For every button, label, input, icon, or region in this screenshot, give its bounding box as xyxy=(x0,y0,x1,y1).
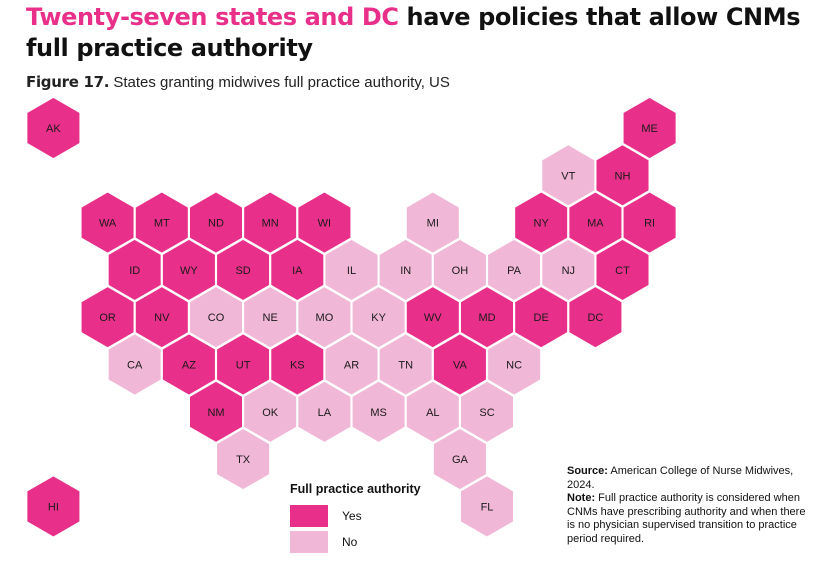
hex-tile-fl xyxy=(458,474,516,539)
hex-mt: MT xyxy=(133,190,190,255)
hex-tile-tx xyxy=(215,426,272,492)
hex-label-la: LA xyxy=(318,407,332,419)
hex-label-tn: TN xyxy=(398,360,413,372)
hex-label-wa: WA xyxy=(99,218,117,230)
hex-label-al: AL xyxy=(426,407,439,419)
hex-label-ks: KS xyxy=(290,360,305,372)
legend-swatch-yes xyxy=(290,505,328,527)
hex-label-wv: WV xyxy=(424,312,442,324)
hex-label-dc: DC xyxy=(587,312,603,324)
hex-label-mt: MT xyxy=(154,218,170,230)
source-note: Source: American College of Nurse Midwiv… xyxy=(567,465,807,546)
hex-label-nh: NH xyxy=(615,170,631,182)
hex-label-ok: OK xyxy=(262,407,279,419)
title-highlight: Twenty-seven states and DC xyxy=(26,3,399,31)
hex-label-md: MD xyxy=(478,312,495,324)
source-line: Source: American College of Nurse Midwiv… xyxy=(567,465,807,492)
hex-ak: AK xyxy=(25,95,82,161)
hex-label-ky: KY xyxy=(371,312,386,324)
title-rest: have policies that allow CNMs full pract… xyxy=(26,3,801,62)
note-label: Note: xyxy=(567,492,596,504)
hex-label-va: VA xyxy=(453,360,468,372)
hex-label-ny: NY xyxy=(534,218,550,230)
hex-label-id: ID xyxy=(129,265,140,277)
hex-la: LA xyxy=(296,379,353,445)
hex-label-wi: WI xyxy=(318,218,331,230)
figure-label: Figure 17. xyxy=(26,73,110,91)
hex-label-ri: RI xyxy=(644,218,655,230)
legend: Full practice authority Yes No xyxy=(290,482,421,556)
hex-label-de: DE xyxy=(534,312,549,324)
hex-label-wy: WY xyxy=(180,265,198,277)
legend-swatch-no xyxy=(290,531,328,553)
legend-label-no: No xyxy=(342,535,358,549)
legend-item-yes: Yes xyxy=(290,504,421,528)
hex-label-hi: HI xyxy=(48,501,59,513)
hex-label-mi: MI xyxy=(427,218,439,230)
hex-label-ut: UT xyxy=(236,360,251,372)
hex-label-mn: MN xyxy=(262,218,279,230)
hex-label-oh: OH xyxy=(452,265,469,277)
hex-label-in: IN xyxy=(400,265,411,277)
hex-nc: NC xyxy=(486,332,543,397)
hex-label-nv: NV xyxy=(154,312,170,324)
hex-label-il: IL xyxy=(347,265,356,277)
legend-item-no: No xyxy=(290,530,421,554)
hex-label-pa: PA xyxy=(507,265,522,277)
hex-label-ar: AR xyxy=(344,360,359,372)
hex-label-ne: NE xyxy=(263,312,278,324)
hex-label-fl: FL xyxy=(481,501,494,513)
hex-label-nd: ND xyxy=(208,218,224,230)
hex-label-nc: NC xyxy=(506,360,522,372)
hex-label-sd: SD xyxy=(235,265,250,277)
hex-label-ga: GA xyxy=(452,454,469,466)
hex-label-ia: IA xyxy=(292,265,303,277)
hex-label-ct: CT xyxy=(615,265,630,277)
hex-tile-dc xyxy=(567,284,624,350)
hex-label-tx: TX xyxy=(236,454,251,466)
hex-label-me: ME xyxy=(641,123,658,135)
source-text: American College of Nurse Midwives, 2024… xyxy=(567,465,794,491)
hex-tx: TX xyxy=(215,426,272,492)
figure-caption-text: States granting midwives full practice a… xyxy=(109,74,450,91)
hex-label-sc: SC xyxy=(479,407,494,419)
hex-label-az: AZ xyxy=(182,360,196,372)
source-label: Source: xyxy=(567,465,608,477)
figure-caption: Figure 17. States granting midwives full… xyxy=(26,73,450,91)
hex-label-nj: NJ xyxy=(562,265,575,277)
hex-label-ak: AK xyxy=(46,123,61,135)
hex-label-or: OR xyxy=(99,312,116,324)
hex-label-co: CO xyxy=(208,312,225,324)
hex-or: OR xyxy=(79,284,136,350)
legend-title: Full practice authority xyxy=(290,482,421,496)
note-line: Note: Full practice authority is conside… xyxy=(567,492,807,546)
hex-label-vt: VT xyxy=(561,170,575,182)
hex-tile-ak xyxy=(25,95,82,161)
note-text: Full practice authority is considered wh… xyxy=(567,492,806,545)
hex-hi: HI xyxy=(25,474,82,539)
page-title: Twenty-seven states and DC have policies… xyxy=(26,2,806,64)
legend-label-yes: Yes xyxy=(342,509,362,523)
hex-label-mo: MO xyxy=(316,312,334,324)
hex-tile-hi xyxy=(25,474,82,539)
hex-label-ca: CA xyxy=(127,360,143,372)
hex-label-ms: MS xyxy=(370,407,387,419)
hex-dc: DC xyxy=(567,284,624,350)
hex-label-nm: NM xyxy=(207,407,224,419)
hex-fl: FL xyxy=(458,474,516,539)
hex-label-ma: MA xyxy=(587,218,604,230)
